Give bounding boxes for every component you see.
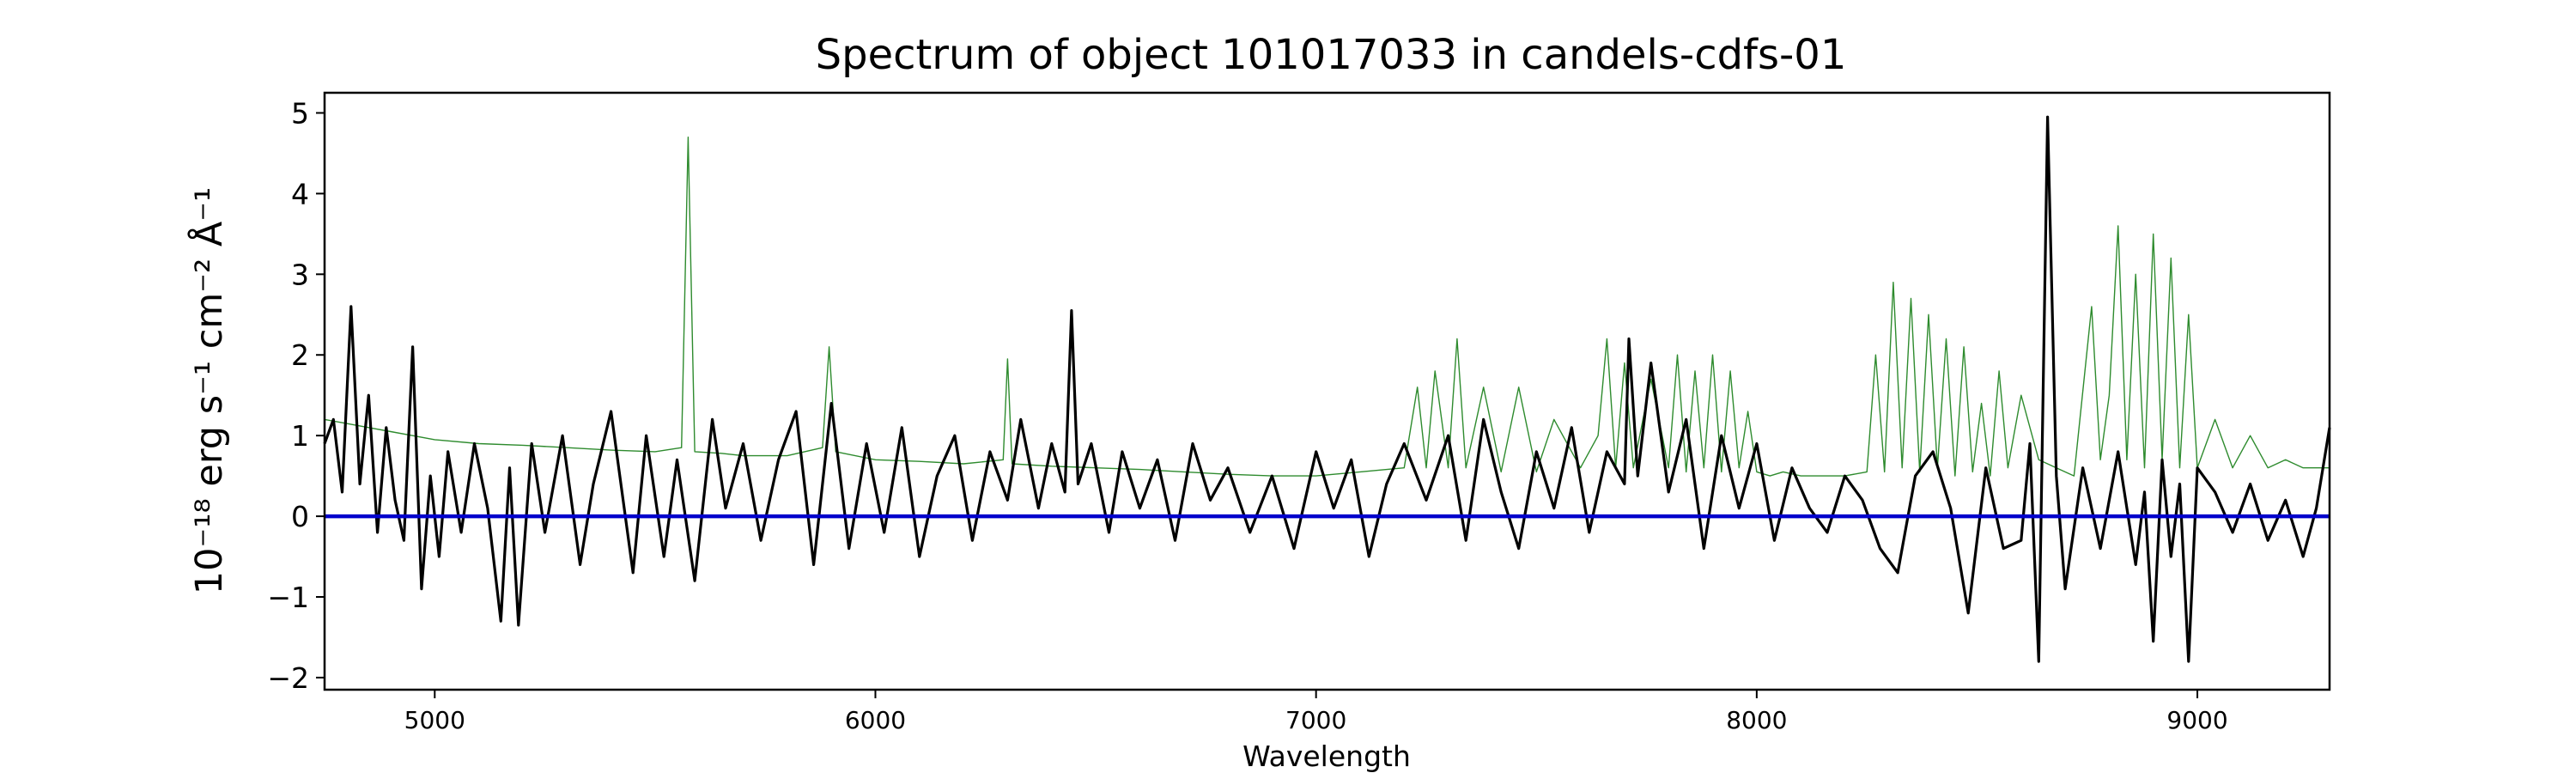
y-tick-label: 5 [291, 96, 309, 130]
y-tick-label: −2 [267, 661, 309, 695]
x-tick-label: 6000 [845, 706, 906, 734]
y-tick-label: 0 [291, 500, 309, 533]
x-tick-label: 7000 [1285, 706, 1346, 734]
y-tick-label: 2 [291, 338, 309, 372]
x-axis-label: Wavelength [1242, 740, 1411, 773]
chart-title: Spectrum of object 101017033 in candels-… [816, 31, 1847, 79]
plot-area [323, 91, 2331, 691]
plot-frame [323, 91, 2331, 691]
series-layer [323, 115, 2331, 663]
y-tick-label: 1 [291, 419, 309, 453]
y-axis: −2 −1 0 1 2 3 4 5 [267, 96, 325, 695]
y-tick-label: 3 [291, 258, 309, 291]
x-axis: 5000 6000 7000 8000 9000 [404, 690, 2228, 734]
spectrum-series-line [323, 115, 2331, 663]
x-tick-label: 9000 [2166, 706, 2227, 734]
y-tick-label: 4 [291, 177, 309, 210]
x-tick-label: 5000 [404, 706, 465, 734]
noise-series-line [324, 136, 2330, 477]
y-tick-label: −1 [267, 581, 309, 614]
y-axis-label: 10⁻¹⁸ erg s⁻¹ cm⁻² Å⁻¹ [187, 187, 231, 594]
x-tick-label: 8000 [1726, 706, 1787, 734]
